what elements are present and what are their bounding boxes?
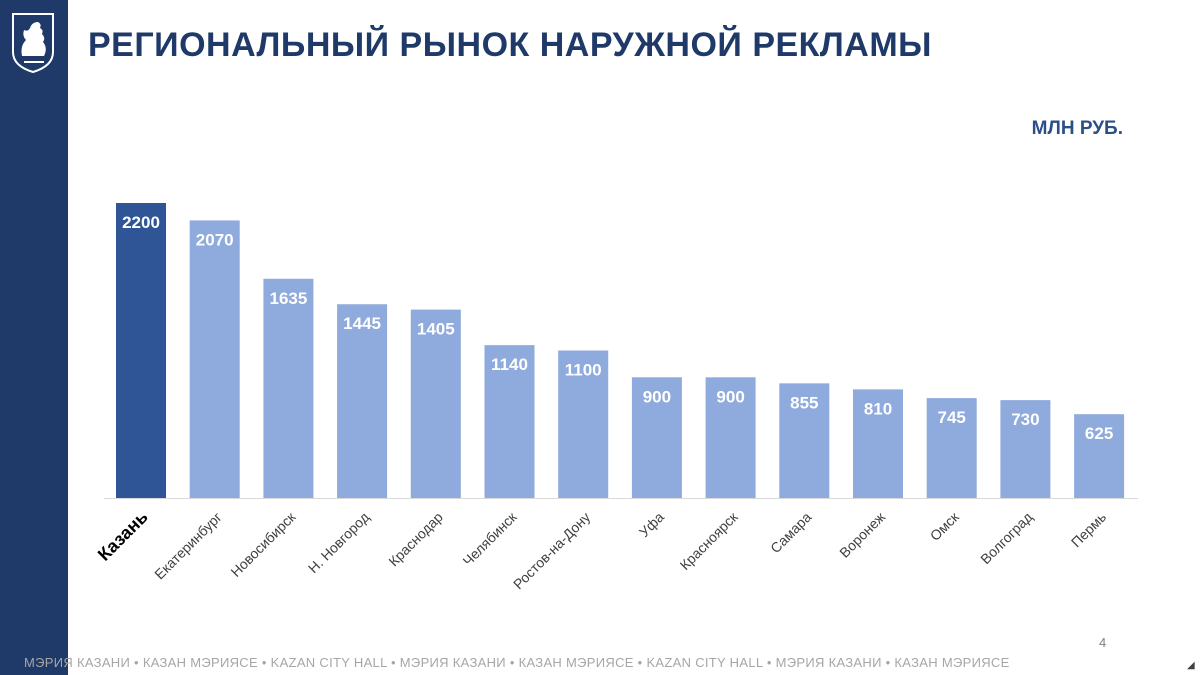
data-label-11: 745 — [938, 408, 966, 427]
data-label-13: 625 — [1085, 424, 1113, 443]
data-label-6: 1100 — [565, 361, 602, 380]
data-label-3: 1445 — [343, 314, 381, 333]
category-label-5: Челябинск — [459, 508, 520, 569]
category-label-13: Пермь — [1068, 509, 1109, 550]
page-title: РЕГИОНАЛЬНЫЙ РЫНОК НАРУЖНОЙ РЕКЛАМЫ — [88, 26, 932, 64]
category-label-9: Самара — [767, 509, 815, 557]
bar-3 — [337, 304, 388, 498]
data-label-1: 2070 — [196, 230, 234, 249]
category-label-12: Волгоград — [977, 509, 1035, 567]
category-label-2: Новосибирск — [227, 508, 299, 580]
data-label-7: 900 — [643, 387, 671, 406]
kazan-coat-of-arms-icon — [12, 13, 54, 74]
bar-1 — [189, 220, 240, 498]
category-label-8: Красноярск — [677, 508, 742, 573]
bar-6 — [558, 350, 609, 498]
category-label-3: Н. Новгород — [305, 509, 372, 576]
bar-8 — [705, 377, 756, 498]
data-label-2: 1635 — [269, 289, 307, 308]
data-label-12: 730 — [1011, 410, 1039, 429]
data-label-4: 1405 — [417, 320, 455, 339]
category-label-6: Ростов-на-Дону — [510, 509, 593, 592]
footer-text: МЭРИЯ КАЗАНИ • КАЗАН МЭРИЯСЕ • KAZAN CIT… — [24, 655, 1010, 670]
category-label-10: Воронеж — [836, 508, 888, 560]
bar-2 — [263, 278, 314, 498]
sidebar-band — [0, 0, 68, 675]
data-label-8: 900 — [716, 387, 744, 406]
data-label-5: 1140 — [491, 355, 528, 374]
bar-10 — [853, 389, 903, 498]
data-label-9: 855 — [790, 393, 818, 412]
bar-7 — [631, 377, 682, 498]
page-number: 4 — [1099, 635, 1107, 650]
category-label-11: Омск — [927, 508, 963, 544]
data-label-10: 810 — [864, 399, 892, 418]
category-label-7: Уфа — [636, 509, 667, 540]
bar-0 — [116, 203, 166, 498]
bar-5 — [484, 345, 535, 498]
bar-9 — [779, 383, 830, 498]
bar-13 — [1074, 414, 1125, 498]
bar-12 — [1000, 400, 1051, 498]
bar-11 — [926, 398, 977, 498]
data-label-0: 2200 — [122, 213, 160, 232]
unit-label: МЛН РУБ. — [1031, 118, 1123, 139]
category-label-4: Краснодар — [385, 509, 446, 570]
bar-4 — [410, 309, 461, 498]
resize-handle-icon[interactable]: ◢ — [1187, 660, 1195, 671]
category-label-1: Екатеринбург — [151, 509, 225, 583]
category-label-0: Казань — [94, 507, 152, 565]
